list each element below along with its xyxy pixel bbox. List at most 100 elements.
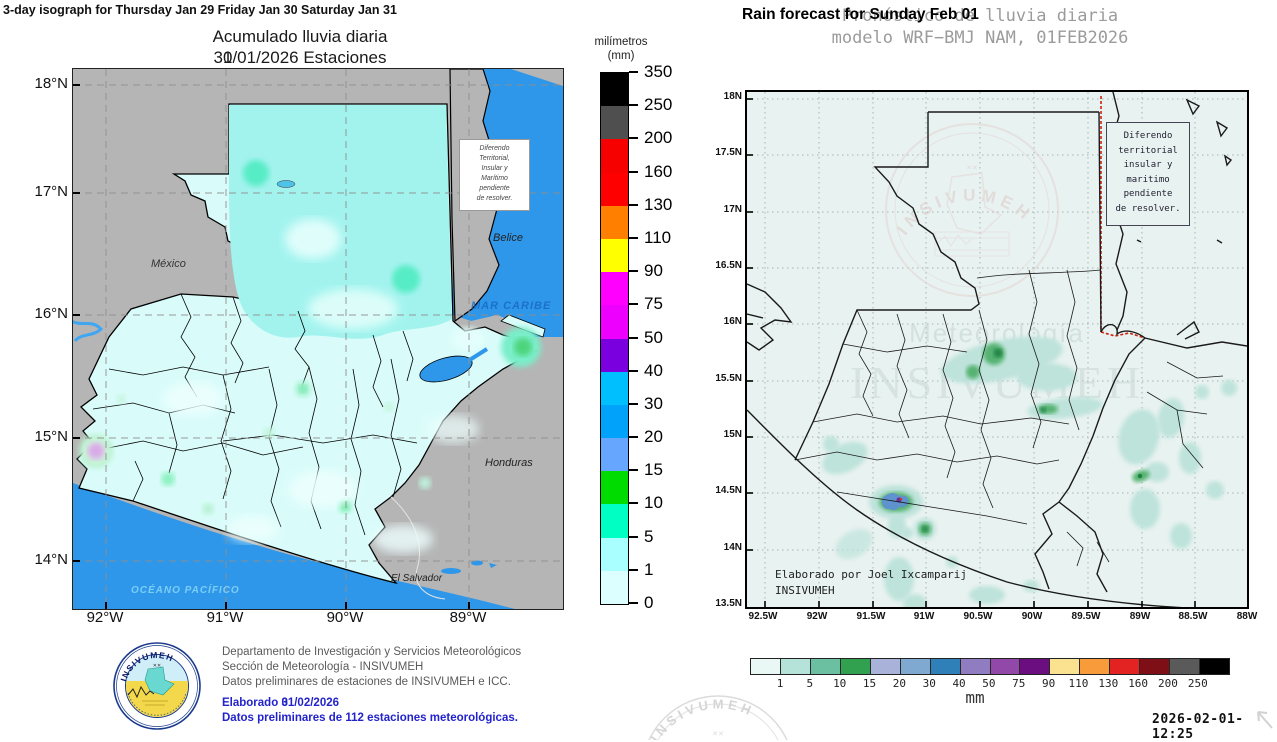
rlat-17n: 17N bbox=[723, 204, 742, 215]
legend-segment bbox=[601, 139, 628, 173]
elaborado-line: Elaborado 0 3 1/02/2026 bbox=[222, 696, 340, 709]
legend-segment bbox=[1169, 659, 1200, 674]
legend-segment bbox=[601, 438, 628, 472]
lon-tick-92w: 92°W bbox=[86, 609, 124, 626]
hlegend-unit: mm bbox=[965, 688, 985, 707]
axis-tick-marks bbox=[73, 84, 470, 609]
legend-segment bbox=[601, 471, 628, 505]
legend-segment bbox=[601, 537, 628, 571]
rain-colorbar-vertical bbox=[600, 72, 629, 605]
left-map-title-line1: Acumulado lluvia diaria bbox=[212, 27, 388, 46]
legend-segment bbox=[959, 659, 990, 674]
rlon-89w: 89W bbox=[1129, 611, 1151, 622]
honduras-label: Honduras bbox=[485, 457, 533, 469]
legend-segment bbox=[601, 305, 628, 339]
rain-blobs bbox=[79, 160, 541, 553]
legend-segment bbox=[601, 106, 628, 140]
rlat-14-5n: 14.5N bbox=[715, 485, 742, 496]
legend-segment bbox=[601, 404, 628, 439]
timestamp: 2026-02-01-12:25 bbox=[1152, 712, 1244, 742]
forecast-credit-line1: Elaborado por Joel Ixcamparij bbox=[775, 568, 967, 581]
cursor-arrow-icon bbox=[1257, 711, 1273, 729]
rlon-92w: 92W bbox=[806, 611, 828, 622]
left-map-title-date: 30 1/01/2026 Estaciones bbox=[213, 48, 387, 68]
map-edge-ticks bbox=[747, 98, 1196, 607]
left-map-title: Acumulado lluvia diaria 30 1/01/2026 Esta… bbox=[110, 26, 490, 69]
caribbean-sea-label: MAR CARIBE bbox=[471, 300, 551, 312]
legend-segment bbox=[869, 659, 900, 674]
credits-block: Departamento de Investigación y Servicio… bbox=[222, 645, 521, 726]
legend-segment bbox=[779, 659, 810, 674]
legend-segment bbox=[601, 570, 628, 604]
legend-segment bbox=[601, 272, 628, 306]
credit-lines: Departamento de Investigación y Servicio… bbox=[222, 646, 522, 689]
rlat-15n: 15N bbox=[723, 429, 742, 440]
forecast-title-overlay: Rain forecast for Sunday Feb 01 bbox=[742, 6, 979, 23]
rlat-13-5n: 13.5N bbox=[715, 598, 742, 609]
rlon-91w: 91W bbox=[913, 611, 935, 622]
legend-segment bbox=[1139, 659, 1170, 674]
legend-segment bbox=[1079, 659, 1110, 674]
legend-segment bbox=[899, 659, 930, 674]
rlat-16n: 16N bbox=[723, 316, 742, 327]
legend-segment bbox=[1109, 659, 1140, 674]
lat-tick-18n: 18°N bbox=[34, 75, 68, 92]
svg-text:✕✕: ✕✕ bbox=[153, 663, 161, 669]
rlon-88w: 88W bbox=[1236, 611, 1258, 622]
insivumeh-logo: ✕✕ INSIVUMEH bbox=[113, 642, 201, 730]
legend-unit: (mm) bbox=[607, 50, 635, 62]
rlon-92-5w: 92.5W bbox=[748, 611, 778, 622]
isograph-note: 3-day isograph for Thursday Jan 29 Frida… bbox=[3, 3, 397, 17]
legend-segment bbox=[601, 205, 628, 239]
lon-tick-91w: 91°W bbox=[206, 609, 244, 626]
lat-tick-14n: 14°N bbox=[34, 551, 68, 568]
territorial-dispute-note-forecast: Diferendo territorial insular y maritimo pen… bbox=[1106, 122, 1190, 226]
department-borders-forecast bbox=[794, 269, 1224, 567]
rlat-18n: 18N bbox=[723, 91, 742, 102]
legend-segment bbox=[989, 659, 1020, 674]
rlon-90-5w: 90.5W bbox=[963, 611, 993, 622]
rlon-89-5w: 89.5W bbox=[1071, 611, 1101, 622]
legend-segment bbox=[1019, 659, 1050, 674]
rlat-14n: 14N bbox=[723, 542, 742, 553]
legend-segment bbox=[601, 371, 628, 405]
svg-text:✕✕: ✕✕ bbox=[966, 165, 978, 172]
hlegend-tick-labels: 1 5 10 15 20 30 40 50 75 90 110 130 160 200 250 bbox=[776, 677, 1208, 690]
lon-tick-89w: 89°W bbox=[449, 609, 487, 626]
forecast-title-gray: Pronóstico de lluvia diaria modelo WRF−B… bbox=[831, 6, 1129, 49]
legend-segment bbox=[809, 659, 840, 674]
lat-tick-16n: 16°N bbox=[34, 305, 68, 322]
rain-colorbar-horizontal bbox=[750, 658, 1230, 675]
rlat-16-5n: 16.5N bbox=[715, 260, 742, 271]
legend-segment bbox=[1199, 659, 1229, 674]
legend-segment bbox=[929, 659, 960, 674]
lon-tick-90w: 90°W bbox=[326, 609, 364, 626]
territorial-dispute-note: Diferendo Territorial, Insular y Marítimo pe… bbox=[459, 139, 530, 211]
belize-label: Belice bbox=[493, 232, 523, 244]
legend-segment bbox=[601, 504, 628, 538]
rlat-15-5n: 15.5N bbox=[715, 373, 742, 384]
svg-text:✕✕: ✕✕ bbox=[712, 731, 724, 738]
legend-segment bbox=[751, 659, 780, 674]
legend-segment bbox=[839, 659, 870, 674]
legend-tick-labels: 350 250 200 160 130 110 90 75 50 40 30 20 15 10 5 1 0 bbox=[644, 62, 673, 612]
lakes bbox=[73, 180, 546, 574]
legend-segment bbox=[1049, 659, 1080, 674]
stations-line: Datos preliminares de 112 estaciones met… bbox=[222, 711, 518, 724]
forecast-rain-map: INSIVUMEH ✕✕ Meteorología INSIVUMEH bbox=[745, 90, 1249, 609]
legend-segment bbox=[601, 338, 628, 372]
rlon-88-5w: 88.5W bbox=[1178, 611, 1208, 622]
el-salvador-label: El Salvador bbox=[391, 573, 443, 584]
rlon-90w: 90W bbox=[1021, 611, 1043, 622]
legend-title: milímetros bbox=[594, 36, 648, 48]
pacific-ocean-label: OCÉANO PACÍFICO bbox=[131, 583, 240, 596]
rlon-91-5w: 91.5W bbox=[856, 611, 886, 622]
forecast-rain-blobs bbox=[822, 336, 1237, 607]
rlat-17-5n: 17.5N bbox=[715, 147, 742, 158]
faint-border bbox=[390, 496, 446, 600]
forecast-credit-line2: INSIVUMEH bbox=[775, 584, 835, 597]
legend-segment bbox=[601, 172, 628, 206]
legend-segment bbox=[601, 238, 628, 273]
lat-tick-15n: 15°N bbox=[34, 428, 68, 445]
legend-segment bbox=[601, 73, 628, 107]
